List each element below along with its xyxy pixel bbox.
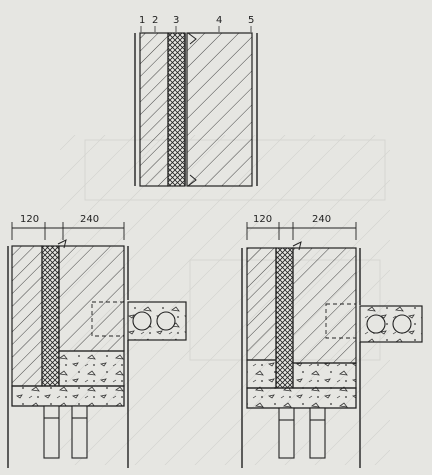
right-dimension-line <box>246 222 357 240</box>
inner-brick-leaf <box>186 32 253 187</box>
right-window-frame <box>278 407 326 459</box>
layer-label-1: 1 <box>139 15 145 26</box>
layer-label-5: 5 <box>248 15 254 26</box>
layer-label-4: 4 <box>216 15 222 26</box>
right-ring-beam <box>292 362 357 389</box>
left-insulation <box>41 245 60 387</box>
left-sill <box>11 385 125 407</box>
left-dimension-line <box>11 222 125 240</box>
left-window-frame <box>43 405 88 459</box>
left-dim-240: 240 <box>80 214 99 225</box>
right-dim-120: 120 <box>253 214 272 225</box>
right-inner-leaf <box>292 247 357 364</box>
right-outer-leaf <box>246 247 277 361</box>
left-dim-120: 120 <box>20 214 39 225</box>
right-insulation <box>275 247 294 389</box>
left-ring-beam <box>58 350 125 387</box>
right-ring-beam-outer <box>246 359 277 389</box>
left-floor-slab <box>91 301 187 341</box>
right-dim-240: 240 <box>312 214 331 225</box>
right-wall-section: 120 240 <box>241 214 423 468</box>
left-outer-leaf <box>11 245 43 387</box>
left-wall-section: 120 240 <box>7 214 187 468</box>
top-wall-section: 1 2 3 4 5 <box>134 15 258 187</box>
insulation-layer <box>167 32 186 187</box>
outer-brick-leaf <box>139 32 169 187</box>
layer-label-3: 3 <box>173 15 179 26</box>
layer-label-2: 2 <box>152 15 158 26</box>
right-sill <box>246 387 357 409</box>
left-inner-leaf <box>58 245 125 352</box>
right-floor-slab <box>325 303 423 343</box>
